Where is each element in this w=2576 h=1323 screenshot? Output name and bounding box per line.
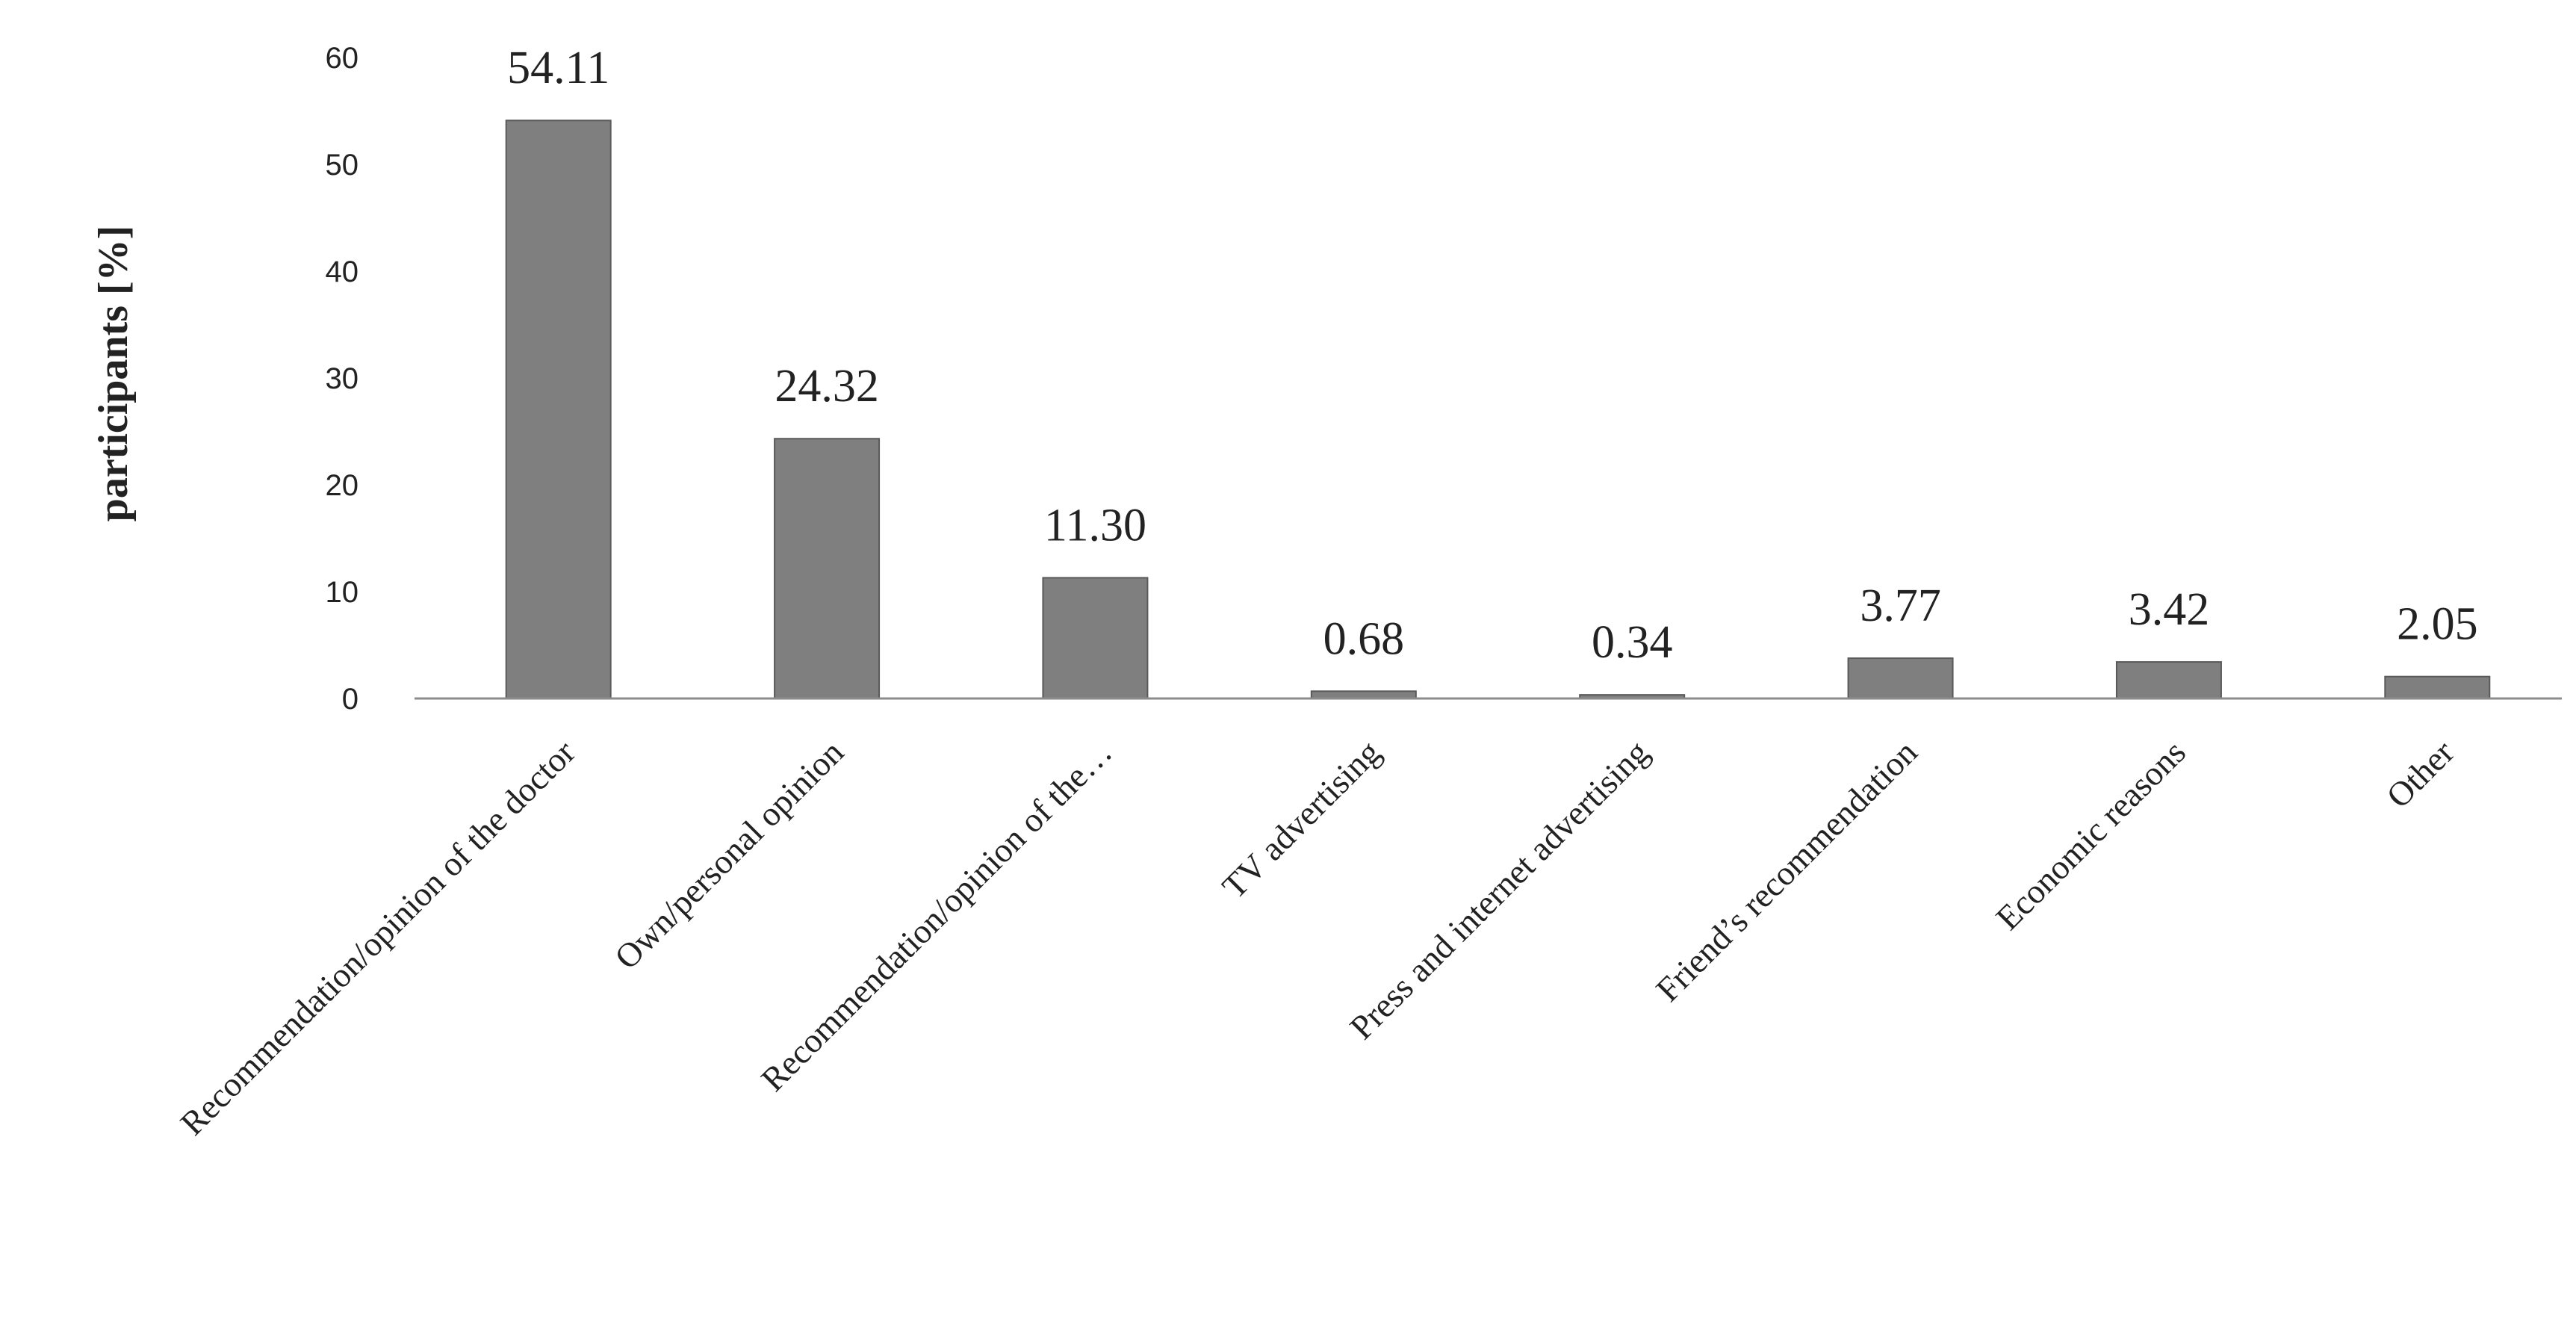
bars-group xyxy=(505,120,2491,700)
data-labels-group: 54.11 24.32 11.30 0.68 0.34 3.77 3.42 2.05 xyxy=(507,43,2477,668)
category-labels-group: Recommendation/opinion of the doctor Own/… xyxy=(173,733,2462,1142)
y-tick-label: 10 xyxy=(326,576,359,609)
y-tick-label: 20 xyxy=(326,469,359,502)
y-axis: 0 10 20 30 40 50 60 xyxy=(326,42,359,716)
x-tick-label: TV advertising xyxy=(1214,733,1388,906)
y-tick-label: 40 xyxy=(326,255,359,288)
data-label: 0.34 xyxy=(1592,617,1673,668)
x-tick-label: Other xyxy=(2379,733,2461,815)
y-axis-label: participants [%] xyxy=(90,226,137,522)
y-tick-label: 0 xyxy=(342,683,359,716)
data-label: 54.11 xyxy=(507,43,609,93)
data-label: 24.32 xyxy=(775,361,879,412)
x-tick-label: Economic reasons xyxy=(1988,733,2193,938)
x-tick-label: Friend’s recommendation xyxy=(1648,733,1924,1008)
x-tick-label: Recommendation/opinion of the doctor xyxy=(173,733,583,1142)
bar xyxy=(505,120,612,700)
y-tick-label: 50 xyxy=(326,149,359,182)
x-tick-label: Press and internet advertising xyxy=(1342,733,1656,1047)
data-label: 2.05 xyxy=(2397,599,2478,650)
y-tick-label: 60 xyxy=(326,42,359,75)
data-label: 0.68 xyxy=(1323,613,1405,664)
data-label: 3.42 xyxy=(2129,584,2210,635)
bar xyxy=(2115,661,2222,699)
y-tick-label: 30 xyxy=(326,362,359,395)
data-label: 11.30 xyxy=(1044,500,1146,551)
x-tick-label: Own/personal opinion xyxy=(607,733,851,976)
data-label: 3.77 xyxy=(1860,580,1941,631)
bar xyxy=(1042,577,1149,699)
bar xyxy=(774,438,881,699)
bar xyxy=(2384,675,2491,699)
bar xyxy=(1847,657,1954,699)
